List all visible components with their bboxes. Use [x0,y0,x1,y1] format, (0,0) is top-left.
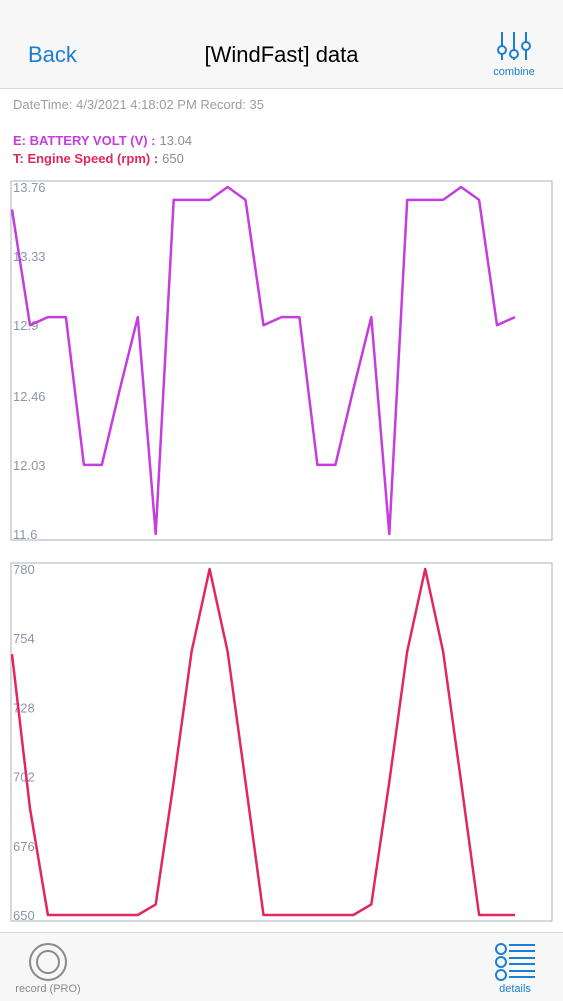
legend-e-label: E: BATTERY VOLT (V) : [13,133,156,148]
legend-t-label: T: Engine Speed (rpm) : [13,151,159,166]
chart-1-series-line [10,185,516,536]
chart-2-frame [10,562,553,922]
chart-2-ytick-2: 728 [13,700,35,715]
details-tab[interactable]: details [485,941,545,995]
chart-1-ytick-3: 12.46 [13,389,46,404]
legend-t-value: 650 [162,151,184,166]
chart-2-series-line [10,567,515,917]
chart-2-ytick-0: 780 [13,562,35,577]
chart-1-frame [10,180,553,541]
charts-canvas: 13.7613.3312.912.4612.0311.6780754728702… [10,180,553,923]
tab-bar: record (PRO) details [0,932,563,1001]
legend-engine-speed: T: Engine Speed (rpm) :650 [13,151,184,166]
chart-1-ytick-0: 13.76 [13,180,46,195]
chart-2-ytick-1: 754 [13,631,35,646]
chart-2-ytick-5: 650 [13,908,35,923]
combine-label: combine [493,66,535,78]
record-tab[interactable]: record (PRO) [12,941,84,995]
legend-e-value: 13.04 [159,133,193,148]
page-title: [WindFast] data [204,42,359,67]
navigation-bar: Back [WindFast] data combine [0,0,563,89]
legend-battery-volt: E: BATTERY VOLT (V) :13.04 [13,133,192,148]
datetime-record: DateTime: 4/3/2021 4:18:02 PM Record: 35 [13,97,264,112]
chart-1-ytick-5: 11.6 [13,527,37,542]
sliders-icon [497,32,531,60]
chart-1-ytick-4: 12.03 [13,458,46,473]
chart-2-ytick-4: 676 [13,839,35,854]
record-tab-label: record (PRO) [15,983,81,995]
details-tab-label: details [499,983,531,995]
combine-button[interactable]: combine [489,28,539,78]
chart-2-ytick-3: 702 [13,770,35,785]
back-button[interactable]: Back [28,42,77,67]
chart-1-ytick-2: 12.9 [13,318,38,333]
list-icon [495,943,535,981]
record-circle-icon [29,943,67,981]
